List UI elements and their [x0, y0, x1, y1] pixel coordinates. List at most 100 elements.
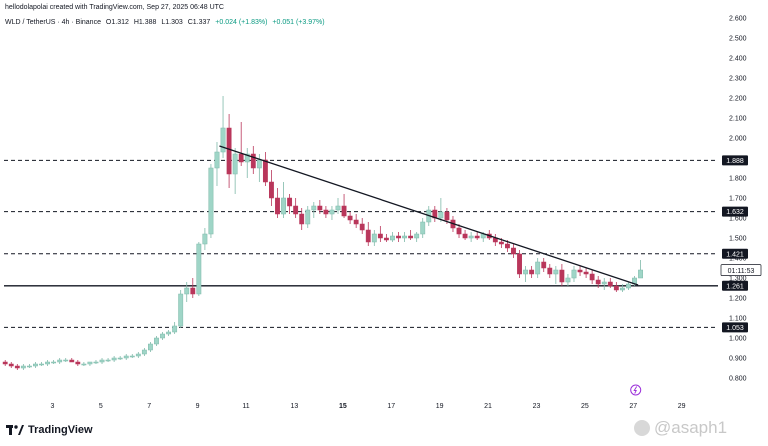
countdown-tag: 01:11:53	[720, 264, 762, 276]
candle	[281, 182, 286, 218]
candle	[408, 230, 414, 240]
candle-body	[93, 361, 99, 364]
event-marker-circle	[630, 384, 642, 396]
candle-body	[329, 209, 335, 215]
candle	[468, 232, 474, 242]
candle-body	[317, 205, 323, 211]
y-tick-label: 2.600	[729, 16, 747, 23]
candle-body	[402, 235, 407, 239]
candle-body	[232, 153, 238, 175]
symbol-info: WLD / TetherUS · 4h · Binance O1.312 H1.…	[5, 19, 328, 26]
candle-body	[565, 277, 571, 283]
candle	[81, 362, 87, 366]
candle	[492, 234, 498, 246]
y-tick-label: 2.300	[729, 76, 747, 83]
level-tag: 1.888	[722, 155, 748, 166]
candle	[99, 358, 105, 364]
candle-body	[613, 285, 619, 291]
candle-body	[444, 211, 450, 221]
candle	[33, 362, 38, 368]
level-tag: 1.261	[722, 280, 748, 291]
candle	[275, 188, 280, 218]
candle-body	[462, 233, 468, 239]
candle	[626, 282, 631, 290]
candle	[474, 232, 480, 240]
candle-body	[281, 197, 286, 215]
candle-body	[408, 235, 414, 239]
y-tick-label: 1.100	[729, 316, 747, 323]
watermark-text: @asaph1	[654, 418, 728, 437]
candle	[607, 278, 613, 288]
y-axis: 0.800 0.900 1.000 1.100 1.200 1.300 1.400 1.500…	[729, 16, 747, 383]
candle-body	[595, 279, 601, 285]
level-tag-box	[722, 248, 748, 259]
y-tick-label: 1.500	[729, 236, 747, 243]
y-tick-label: 1.000	[729, 336, 747, 343]
candle-body	[601, 281, 607, 285]
candle	[638, 260, 643, 279]
event-marker-bolt	[633, 386, 638, 394]
candle	[57, 358, 63, 364]
candle-body	[287, 197, 293, 207]
candle	[2, 360, 8, 366]
x-tick-label: 11	[242, 403, 249, 410]
x-tick-label: 3	[50, 403, 54, 410]
level-tag-label: 1.421	[726, 251, 744, 258]
candle	[148, 342, 153, 352]
candle	[39, 362, 44, 366]
candle-body	[220, 127, 226, 153]
candle-body	[184, 287, 190, 295]
y-tick-label: 2.400	[729, 56, 747, 63]
tradingview-logo[interactable]: TradingView	[6, 424, 93, 436]
candle	[613, 282, 619, 292]
candle-body	[420, 221, 426, 235]
candle	[293, 198, 299, 218]
candle-body	[365, 229, 371, 243]
level-tag-label: 1.261	[726, 283, 744, 290]
candle-body	[529, 269, 535, 275]
x-tick-label: 19	[436, 403, 444, 410]
candle-body	[166, 331, 172, 335]
candle	[69, 358, 75, 363]
avatar-icon	[634, 420, 650, 436]
level-tag-label: 1.888	[726, 158, 744, 165]
level-tag-box	[722, 206, 748, 217]
candle-body	[547, 267, 553, 275]
level-tag-box	[722, 322, 748, 333]
candle-body	[553, 269, 559, 275]
countdown-label: 01:11:53	[728, 268, 755, 275]
candle	[329, 206, 335, 220]
candle	[402, 232, 407, 242]
candle	[129, 354, 135, 358]
candle-body	[438, 211, 444, 219]
candle	[414, 232, 420, 242]
candle-body	[172, 325, 178, 333]
candle	[347, 212, 353, 224]
candle-body	[26, 365, 32, 368]
level-tag-label: 1.632	[726, 209, 744, 216]
candle	[541, 258, 547, 272]
candle-body	[414, 233, 420, 239]
candle	[105, 358, 111, 362]
candle-body	[523, 269, 529, 275]
candle-body	[123, 355, 129, 359]
y-tick-label: 1.800	[729, 176, 747, 183]
candle	[317, 200, 323, 214]
candle	[111, 356, 117, 362]
candle-body	[14, 365, 20, 369]
candle	[571, 266, 577, 282]
x-axis: 3 5 7 9 11 13 15 17 19 21 23 25 27 29	[50, 384, 686, 410]
level-tag-box	[722, 280, 748, 291]
candle-body	[535, 261, 541, 275]
candle	[371, 230, 377, 246]
candle	[232, 148, 238, 194]
candle	[63, 358, 69, 362]
candle-body	[347, 215, 353, 221]
candle-body	[505, 243, 510, 249]
candle	[553, 266, 559, 284]
candle	[323, 206, 329, 218]
high-value: H1.388	[133, 19, 157, 26]
level-tag-box	[722, 155, 748, 166]
candle-body	[607, 281, 613, 287]
